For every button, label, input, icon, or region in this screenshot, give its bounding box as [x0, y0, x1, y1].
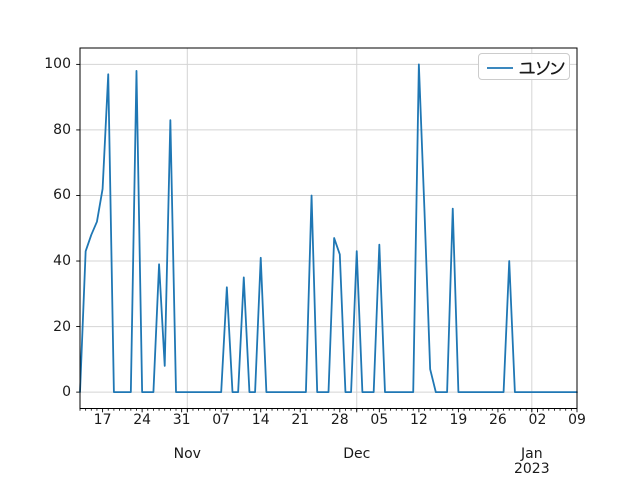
month-label: Jan — [521, 446, 543, 462]
x-tick-label: 05 — [370, 412, 389, 428]
series-line-yuson — [79, 63, 578, 394]
legend-line-sample — [487, 67, 513, 69]
legend-label-text — [519, 61, 565, 76]
month-gridlines — [186, 48, 533, 409]
legend — [478, 53, 570, 80]
axes-spines — [79, 47, 578, 409]
x-tick-label: 07 — [212, 412, 231, 428]
x-tick-label: 02 — [528, 412, 547, 428]
x-tick-label: 31 — [172, 412, 191, 428]
x-tick-label: 21 — [291, 412, 310, 428]
y-axis-ticks — [76, 63, 80, 393]
x-tick-label: 17 — [93, 412, 112, 428]
y-tick-label: 20 — [53, 318, 71, 335]
x-tick-label: 09 — [568, 412, 586, 428]
y-tick-label: 60 — [53, 187, 71, 204]
x-tick-label: 12 — [409, 412, 428, 428]
y-tick-label: 100 — [44, 56, 71, 73]
x-tick-label: 28 — [330, 412, 349, 428]
kana-n — [550, 62, 565, 75]
horizontal-gridlines — [80, 63, 577, 393]
x-tick-label: 14 — [251, 412, 270, 428]
y-tick-label: 0 — [62, 384, 71, 401]
month-label: Nov — [173, 446, 201, 462]
y-tick-label: 40 — [53, 253, 71, 270]
x-tick-label: 19 — [449, 412, 468, 428]
x-tick-label: 24 — [133, 412, 152, 428]
kana-so — [537, 61, 550, 76]
x-tick-label: 26 — [489, 412, 507, 428]
month-label: Dec — [343, 446, 371, 462]
y-tick-label: 80 — [53, 121, 71, 138]
year-label: 2023 — [513, 461, 550, 477]
kana-yu — [519, 62, 535, 74]
